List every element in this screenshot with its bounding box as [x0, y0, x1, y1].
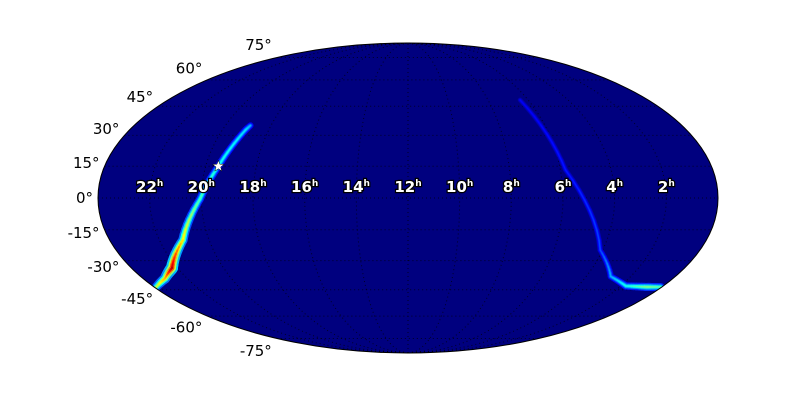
probability-band-segment: [561, 160, 566, 171]
probability-band-segment: [533, 115, 542, 126]
probability-band-segment: [584, 199, 591, 211]
probability-band-segment: [183, 229, 187, 236]
probability-band-segment: [578, 189, 586, 201]
probability-band-segment: [540, 124, 548, 135]
dec-tick-label: 0°: [76, 189, 93, 207]
meridian-gridline: [200, 43, 409, 353]
dec-tick-label: 75°: [245, 36, 272, 54]
probability-band-segment: [601, 252, 605, 258]
probability-band-segment: [546, 133, 553, 143]
probability-band-segment: [598, 239, 601, 251]
probability-band-segment: [607, 266, 610, 271]
probability-band-segment: [223, 151, 229, 158]
dec-tick-label: 45°: [127, 88, 154, 106]
probability-band-segment: [226, 147, 232, 154]
probability-band-segment: [599, 249, 603, 254]
axis-labels: 75° 60° 45° 30° 15° 0° -15° -30°-45° -60° -75° 22h…: [68, 36, 676, 360]
probability-band-segment: [572, 179, 580, 191]
probability-band-segment: [207, 177, 212, 184]
probability-band-segment: [237, 133, 243, 140]
ra-tick-label: 14h: [343, 178, 370, 196]
meridian-gridline: [355, 43, 409, 353]
dec-tick-label: 30°: [93, 120, 120, 138]
probability-band-segment: [596, 229, 600, 241]
meridian-gridline: [407, 43, 512, 353]
probability-band-segment: [193, 203, 198, 211]
dec-tick-label: -75°: [240, 342, 272, 360]
probability-band-segment: [526, 107, 535, 117]
ra-tick-label: 2h: [658, 178, 675, 196]
probability-band-segment: [186, 218, 191, 226]
probability-band-segment: [203, 186, 207, 192]
star-marker-icon: [211, 159, 225, 172]
probability-band-segment: [209, 173, 214, 180]
probability-band-segment: [201, 190, 205, 196]
probability-band-segment: [593, 219, 598, 231]
ra-tick-label: 20h: [188, 178, 215, 196]
probability-band-segment: [241, 129, 247, 136]
meridian-gridline: [407, 43, 461, 353]
probability-band-segment: [155, 285, 158, 288]
dec-tick-label: -45°: [121, 290, 153, 308]
probability-band-segment: [603, 256, 607, 261]
meridian-gridline: [407, 43, 616, 353]
dec-tick-label: 60°: [176, 60, 203, 78]
dec-tick-label: -30°: [87, 258, 119, 276]
ra-tick-label: 16h: [291, 178, 318, 196]
ra-tick-label: 6h: [555, 178, 572, 196]
dec-tick-label: -60°: [170, 318, 202, 336]
probability-band-segment: [556, 151, 563, 162]
meridian-gridline: [304, 43, 409, 353]
probability-band-segment: [230, 142, 235, 149]
probability-band-segment: [519, 99, 528, 109]
sky-background: [98, 43, 718, 353]
ra-tick-label: 22h: [136, 178, 163, 196]
probability-band-segment: [606, 262, 609, 268]
probability-band-segment: [233, 138, 239, 144]
ra-tick-label: 8h: [503, 178, 520, 196]
ra-tick-label: 10h: [446, 178, 473, 196]
meridian-gridline: [149, 43, 409, 353]
probability-band-segment: [184, 223, 189, 231]
meridian-gridline: [407, 43, 667, 353]
probability-band-segment: [196, 198, 201, 205]
probability-band-segment: [565, 169, 573, 181]
probability-band-segment: [205, 181, 209, 188]
ra-tick-label: 12h: [394, 178, 421, 196]
probability-band-segment: [188, 213, 193, 221]
probability-band-segment: [190, 208, 195, 216]
probability-band-segment: [220, 156, 225, 163]
dec-tick-label: 15°: [73, 154, 100, 172]
probability-band-segment: [199, 194, 203, 200]
probability-band-segment: [605, 259, 608, 264]
sky-content: [98, 43, 718, 353]
probability-band-segment: [608, 269, 611, 274]
ra-tick-label: 18h: [239, 178, 266, 196]
probability-band-segment: [589, 209, 595, 221]
sky-map: [97, 42, 719, 354]
probability-band-segment: [551, 142, 558, 152]
sky-boundary: [97, 42, 719, 354]
ra-tick-label: 4h: [606, 178, 623, 196]
probability-band-segment: [182, 234, 185, 241]
dec-tick-label: -15°: [68, 224, 100, 242]
